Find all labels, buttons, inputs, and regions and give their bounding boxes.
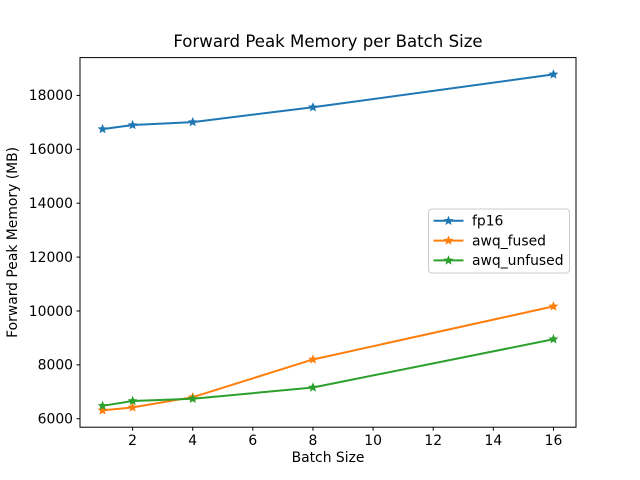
series-marker-awq_fused — [127, 402, 138, 412]
x-tick-label: 16 — [545, 433, 563, 449]
x-tick-label: 6 — [248, 433, 257, 449]
legend-marker-sample — [443, 255, 454, 265]
plot-area: 2 4 6 8 10 12 14 16 6000 8000 10000 12000 14000 16000… — [29, 57, 577, 449]
x-axis-label: Batch Size — [292, 450, 365, 466]
x-tick-label: 12 — [424, 433, 442, 449]
y-tick-label: 18000 — [29, 88, 73, 104]
x-tick-label: 8 — [309, 433, 318, 449]
series-marker-fp16 — [308, 102, 318, 112]
series-marker-awq_fused — [308, 354, 318, 364]
series-marker-fp16 — [187, 116, 198, 127]
y-tick-label: 10000 — [29, 304, 73, 320]
series-marker-fp16 — [97, 123, 108, 134]
legend-item-awq_fused: awq_fused — [433, 233, 546, 249]
x-tick-label: 2 — [128, 433, 137, 449]
series-marker-fp16 — [548, 69, 559, 79]
x-tick-label: 4 — [188, 433, 197, 449]
legend-frame — [428, 208, 570, 274]
y-tick-label: 16000 — [29, 142, 73, 158]
series-marker-awq_unfused — [548, 334, 559, 344]
legend-label: awq_fused — [472, 233, 546, 249]
chart-title: Forward Peak Memory per Batch Size — [173, 32, 482, 51]
series-marker-awq_unfused — [187, 393, 198, 404]
y-tick-label: 12000 — [29, 250, 73, 266]
axes-frame — [79, 57, 577, 428]
series-marker-awq_unfused — [127, 395, 138, 406]
legend: fp16 awq_fused awq_unfused — [428, 208, 570, 274]
series-marker-awq_fused — [548, 301, 559, 311]
series-marker-fp16 — [127, 119, 138, 130]
legend-label: fp16 — [472, 214, 503, 230]
series-marker-awq_unfused — [308, 382, 318, 392]
y-tick-label: 6000 — [38, 412, 73, 428]
series-marker-awq_fused — [97, 405, 108, 415]
x-tick-label: 14 — [484, 433, 502, 449]
legend-marker-sample — [443, 215, 454, 226]
legend-item-fp16: fp16 — [433, 214, 503, 230]
legend-item-awq_unfused: awq_unfused — [433, 253, 564, 269]
legend-label: awq_unfused — [472, 253, 564, 269]
x-tick-label: 10 — [364, 433, 382, 449]
y-axis-label: Forward Peak Memory (MB) — [5, 147, 21, 338]
y-tick-label: 14000 — [29, 196, 73, 212]
series-marker-awq_unfused — [97, 400, 108, 411]
y-tick-label: 8000 — [38, 358, 73, 374]
legend-marker-sample — [443, 235, 454, 245]
